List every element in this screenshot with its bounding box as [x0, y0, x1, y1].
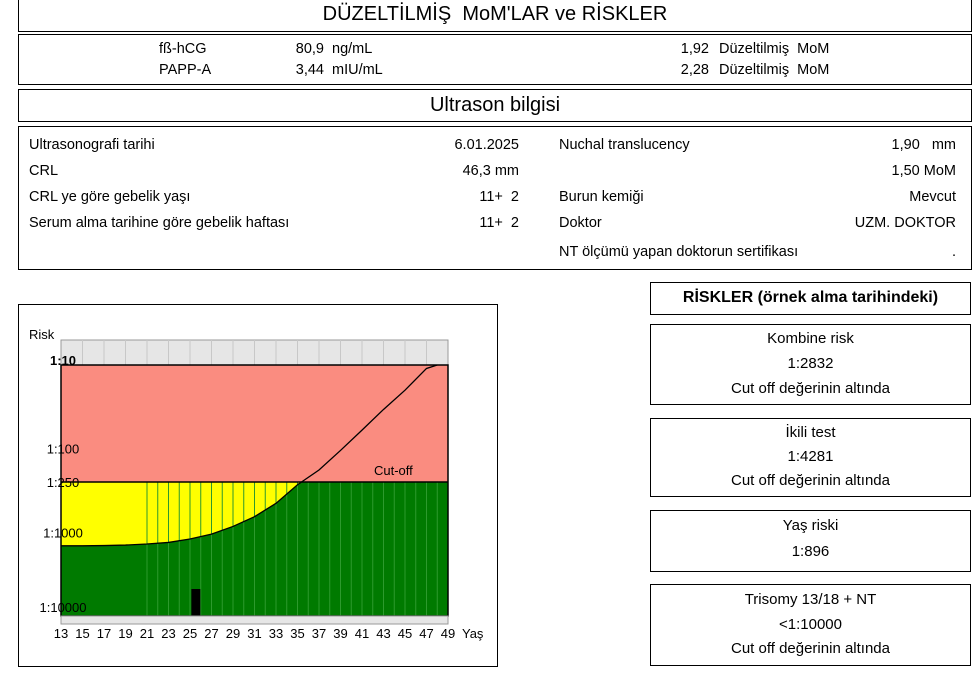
x-tick-label: 29: [226, 626, 240, 641]
us-value: 11+ 2: [479, 189, 519, 205]
risk-value: 1:896: [791, 543, 830, 560]
risks-title: RİSKLER (örnek alma tarihindeki): [682, 289, 939, 306]
us-value: Mevcut: [909, 189, 956, 205]
x-tick-label: 21: [140, 626, 154, 641]
x-tick-label: 25: [183, 626, 197, 641]
risk-value: 1:2832: [787, 355, 834, 372]
risk-card: Trisomy 13/18 + NT <1:10000 Cut off değe…: [650, 584, 971, 666]
us-value: UZM. DOKTOR: [854, 215, 956, 231]
risks-title-box: RİSKLER (örnek alma tarihindeki): [650, 282, 971, 315]
x-tick-label: 31: [247, 626, 261, 641]
x-axis-title: Yaş: [462, 626, 484, 641]
us-value: 11+ 2: [479, 215, 519, 231]
risk-status: Cut off değerinin altında: [730, 472, 890, 489]
x-tick-label: 33: [269, 626, 283, 641]
us-label: CRL ye göre gebelik yaşı: [29, 189, 191, 205]
risk-card: Kombine risk 1:2832 Cut off değerinin al…: [650, 324, 971, 405]
x-tick-label: 35: [290, 626, 304, 641]
marker-value: 80,9: [295, 41, 324, 57]
us-label: Serum alma tarihine göre gebelik haftası: [29, 215, 290, 231]
us-value: 1,90 mm: [891, 137, 956, 153]
risk-card: Yaş riski 1:896: [650, 510, 971, 572]
marker-name: fß-hCG: [159, 41, 207, 57]
risk-name: Yaş riski: [782, 517, 839, 534]
y-tick-label: 1:10000: [40, 600, 87, 615]
marker-unit: mIU/mL: [332, 62, 383, 78]
marker-mom-label: Düzeltilmiş MoM: [719, 41, 830, 57]
high-risk-region: [61, 365, 448, 482]
x-tick-label: 39: [333, 626, 347, 641]
y-tick-label: 1:250: [47, 475, 80, 490]
us-value: 1,50 MoM: [891, 163, 956, 179]
x-tick-label: 27: [204, 626, 218, 641]
risk-status: Cut off değerinin altında: [730, 380, 890, 397]
intermediate-risk-region: [61, 481, 302, 546]
x-tick-label: 19: [118, 626, 132, 641]
risk-chart: Cut-off Risk Yaş 1:10 1:100 1:250 1:1000 1:1000…: [29, 327, 484, 641]
ultrasound-title-box: Ultrason bilgisi: [18, 89, 972, 122]
us-label: Nuchal translucency: [559, 137, 690, 153]
header-box: DÜZELTİLMİŞ MoM'LAR ve RİSKLER: [18, 0, 972, 32]
us-value: .: [951, 244, 956, 260]
x-tick-label: 23: [161, 626, 175, 641]
us-label: NT ölçümü yapan doktorun sertifikası: [559, 244, 799, 260]
marker-mom: 2,28: [680, 62, 709, 78]
x-tick-label: 45: [398, 626, 412, 641]
marker-name: PAPP-A: [159, 62, 212, 78]
risk-name: Trisomy 13/18 + NT: [744, 591, 877, 608]
us-value: 46,3 mm: [462, 163, 519, 179]
y-axis-title: Risk: [29, 327, 55, 342]
cutoff-label: Cut-off: [374, 463, 413, 478]
x-tick-label: 43: [376, 626, 390, 641]
markers-box: fß-hCG 80,9 ng/mL 1,92 Düzeltilmiş MoM P…: [18, 34, 972, 85]
us-label: Burun kemiği: [559, 189, 644, 205]
marker-unit: ng/mL: [332, 41, 373, 57]
us-label: Doktor: [559, 215, 602, 231]
risk-value: 1:4281: [787, 448, 834, 465]
ultrasound-box: Ultrasonografi tarihi 6.01.2025 CRL 46,3…: [18, 126, 972, 270]
y-tick-label: 1:1000: [43, 525, 83, 540]
us-value: 6.01.2025: [454, 137, 519, 153]
x-tick-label: 37: [312, 626, 326, 641]
risk-name: Kombine risk: [767, 330, 854, 347]
us-label: Ultrasonografi tarihi: [29, 137, 155, 153]
age-risk-curve: [61, 364, 438, 547]
x-tick-label: 49: [441, 626, 455, 641]
risk-status: Cut off değerinin altında: [730, 640, 890, 657]
risk-value: <1:10000: [779, 616, 842, 633]
us-label: CRL: [29, 163, 59, 179]
x-tick-label: 13: [54, 626, 68, 641]
ultrasound-title: Ultrason bilgisi: [429, 94, 561, 116]
risk-card: İkili test 1:4281 Cut off değerinin altı…: [650, 418, 971, 497]
x-axis-strip: [60, 615, 449, 625]
page-title: DÜZELTİLMİŞ MoM'LAR ve RİSKLER: [322, 3, 668, 25]
marker-mom-label: Düzeltilmiş MoM: [719, 62, 830, 78]
patient-marker: [191, 589, 201, 616]
x-tick-label: 17: [97, 626, 111, 641]
marker-value: 3,44: [295, 62, 324, 78]
x-tick-label: 41: [355, 626, 369, 641]
marker-mom: 1,92: [680, 41, 709, 57]
x-tick-label: 47: [419, 626, 433, 641]
y-tick-label: 1:100: [47, 442, 80, 457]
risk-name: İkili test: [785, 424, 836, 441]
chart-box: Cut-off Risk Yaş 1:10 1:100 1:250 1:1000 1:1000…: [18, 304, 498, 667]
y-tick-label: 1:10: [50, 353, 76, 368]
x-tick-label: 15: [75, 626, 89, 641]
